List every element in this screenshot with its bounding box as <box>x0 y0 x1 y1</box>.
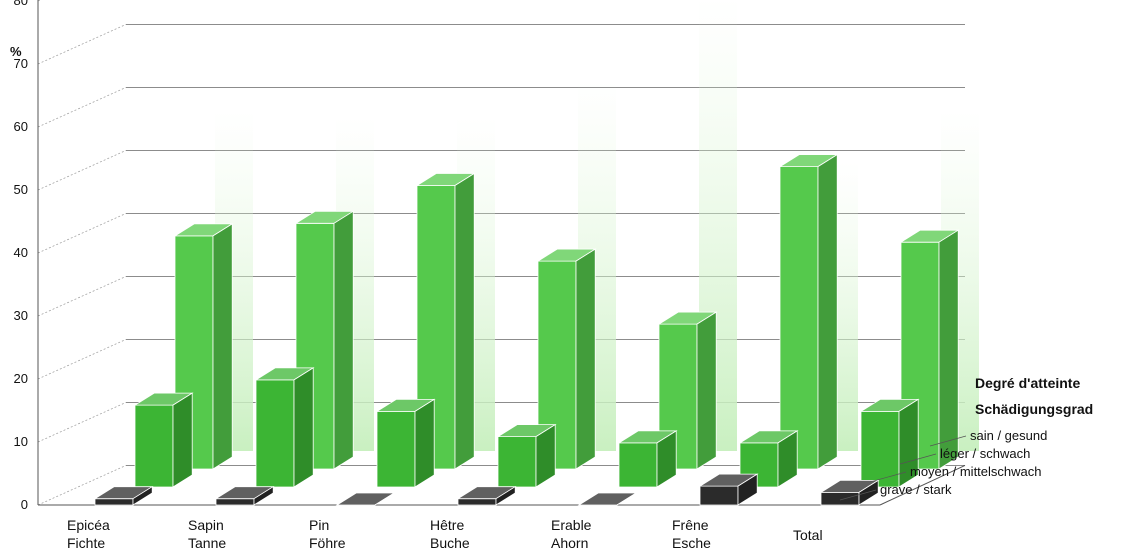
x-tick-label: Ahorn <box>551 535 588 551</box>
bar-side <box>132 485 153 506</box>
x-tick-label: Esche <box>672 535 711 551</box>
x-axis-labels: Epicéa Fichte Sapin Tanne Pin Föhre Hêtre Buche… <box>67 517 823 551</box>
bar-side <box>495 485 516 506</box>
bar-top <box>577 492 638 506</box>
x-tick-label: Tanne <box>188 535 226 551</box>
x-tick-label: Erable <box>551 517 592 533</box>
legend-leader <box>839 489 877 501</box>
x-tick-label: Epicéa <box>67 517 110 533</box>
bar-side <box>696 311 717 470</box>
series-row <box>93 473 880 506</box>
bar-front <box>618 442 658 488</box>
bar-side <box>777 430 798 488</box>
y-tick-label: 40 <box>14 245 28 260</box>
bar-front <box>215 498 255 506</box>
bar-top <box>335 492 396 506</box>
grid-diagonal <box>37 465 127 506</box>
bar-side <box>898 398 919 488</box>
y-tick-label: 80 <box>14 0 28 8</box>
legend-leader <box>899 453 937 465</box>
y-tick-label: 60 <box>14 119 28 134</box>
bar-side <box>333 210 354 470</box>
x-tick-label: Hêtre <box>430 517 464 533</box>
bar-side <box>172 392 193 488</box>
legend-leader <box>929 435 967 447</box>
bar-front <box>376 410 416 488</box>
bar-front <box>820 491 860 506</box>
bar-front <box>255 379 295 488</box>
rows <box>93 0 979 506</box>
bar-side <box>858 479 879 506</box>
grid-diagonal <box>37 276 127 317</box>
legend-item: grave / stark <box>880 482 952 497</box>
bar-side <box>454 172 475 470</box>
x-tick-label: Buche <box>430 535 470 551</box>
grid-diagonal <box>37 402 127 443</box>
legend-title: Degré d'atteinte <box>975 375 1080 391</box>
grid-diagonal <box>37 213 127 254</box>
series-row <box>133 367 920 488</box>
bar-front <box>699 485 739 506</box>
x-tick-label: Total <box>793 527 823 543</box>
x-tick-label: Pin <box>309 517 329 533</box>
grid-diagonal <box>37 150 127 191</box>
bar-side <box>656 430 677 488</box>
bar-side <box>616 492 637 506</box>
bar-side <box>817 153 838 470</box>
floor-edge <box>879 464 966 506</box>
y-axis: 0 10 20 30 40 50 60 70 80 <box>14 0 28 512</box>
bar-side <box>212 223 233 470</box>
bar-front <box>779 166 819 470</box>
bar-side <box>253 485 274 506</box>
legend-item: moyen / mittelschwach <box>910 464 1042 479</box>
grid-diagonal <box>37 87 127 128</box>
bar-side <box>293 367 314 488</box>
legend-item: sain / gesund <box>970 428 1047 443</box>
bar-side <box>374 492 395 506</box>
legend-item: léger / schwach <box>940 446 1030 461</box>
bar-front <box>457 498 497 506</box>
y-tick-label: 0 <box>21 497 28 512</box>
legend-leader <box>869 471 907 483</box>
x-tick-label: Sapin <box>188 517 224 533</box>
legend-title: Schädigungsgrad <box>975 401 1093 417</box>
series-row <box>173 153 960 470</box>
y-tick-label: 50 <box>14 182 28 197</box>
grid-diagonal <box>37 24 127 65</box>
bar-side <box>575 248 596 470</box>
y-tick-label: 30 <box>14 308 28 323</box>
bar-side <box>535 423 556 488</box>
bar-side <box>737 473 758 506</box>
x-tick-label: Frêne <box>672 517 709 533</box>
bar-side <box>938 229 959 470</box>
bar-front <box>497 436 537 488</box>
x-tick-label: Fichte <box>67 535 105 551</box>
y-tick-label: 70 <box>14 56 28 71</box>
bar-front <box>94 498 134 506</box>
y-tick-label: 10 <box>14 434 28 449</box>
x-tick-label: Föhre <box>309 535 346 551</box>
bar-front <box>134 404 174 488</box>
legend: Degré d'atteinte Schädigungsgrad sain / ge… <box>839 375 1093 501</box>
grid-diagonal <box>37 0 42 2</box>
y-tick-label: 20 <box>14 371 28 386</box>
bar-side <box>414 398 435 488</box>
y-unit-label: % <box>10 44 22 59</box>
grid-diagonal <box>37 339 127 380</box>
